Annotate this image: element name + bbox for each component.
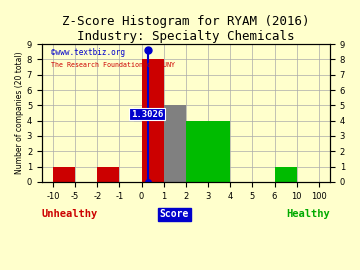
Text: ©www.textbiz.org: ©www.textbiz.org (50, 48, 125, 57)
Title: Z-Score Histogram for RYAM (2016)
Industry: Specialty Chemicals: Z-Score Histogram for RYAM (2016) Indust… (62, 15, 310, 43)
Bar (275, 167, 297, 182)
Bar (164, 105, 186, 182)
Text: 1.3026: 1.3026 (131, 110, 163, 119)
Text: Unhealthy: Unhealthy (42, 209, 98, 219)
Text: Score: Score (160, 209, 189, 219)
Bar (141, 59, 164, 182)
Text: Healthy: Healthy (286, 209, 330, 219)
Bar (97, 167, 120, 182)
Bar (53, 167, 75, 182)
Bar (186, 121, 230, 182)
Text: The Research Foundation of SUNY: The Research Foundation of SUNY (50, 62, 175, 68)
Y-axis label: Number of companies (20 total): Number of companies (20 total) (15, 52, 24, 174)
